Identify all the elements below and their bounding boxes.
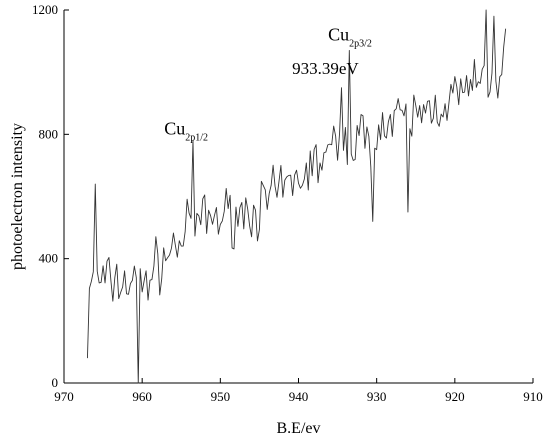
peak-label: Cu2p3/2 <box>328 24 372 49</box>
peak-label: Cu2p1/2 <box>164 119 208 144</box>
y-axis-label: photoelectron intensity <box>9 123 26 270</box>
annotation-layer: Cu2p1/2 Cu2p3/2 933.39eV <box>164 24 372 143</box>
x-tick-label: 950 <box>211 389 231 404</box>
x-tick-label: 940 <box>289 389 309 404</box>
y-axis: 0 400 800 1200 <box>32 2 69 390</box>
y-tick-label: 1200 <box>32 2 58 17</box>
y-tick-label: 0 <box>52 375 59 390</box>
spectrum-line <box>87 9 507 384</box>
x-axis: 970 960 950 940 930 920 910 <box>54 378 543 404</box>
x-tick-label: 930 <box>367 389 387 404</box>
y-tick-label: 400 <box>39 251 59 266</box>
series-layer <box>87 9 507 384</box>
x-tick-label: 910 <box>523 389 543 404</box>
x-tick-label: 960 <box>132 389 152 404</box>
y-tick-label: 800 <box>39 126 59 141</box>
peak-energy-label: 933.39eV <box>292 59 359 78</box>
x-axis-label: B.E/ev <box>277 420 321 437</box>
x-tick-label: 920 <box>445 389 465 404</box>
x-tick-label: 970 <box>54 389 74 404</box>
